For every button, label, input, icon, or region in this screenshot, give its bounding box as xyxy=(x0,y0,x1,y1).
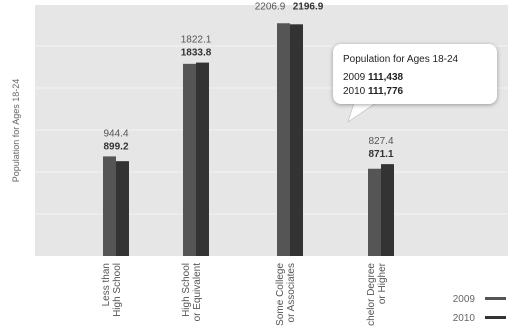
x-tick-label: Bachelor Degree xyxy=(366,263,377,326)
legend-swatch-2009 xyxy=(485,297,506,300)
x-tick-label: High School xyxy=(112,263,123,317)
bar-2010 xyxy=(116,161,129,256)
data-label-2010: 2196.9 xyxy=(293,1,324,12)
bar-2009 xyxy=(368,168,381,256)
chart-tooltip: Population for Ages 18-24 2009 111,438 2… xyxy=(333,44,497,104)
bar-2010 xyxy=(290,24,303,257)
data-label-2010: 899.2 xyxy=(103,141,128,152)
data-label-2009: 1822.1 xyxy=(181,35,212,46)
bar-2010 xyxy=(381,164,394,256)
tooltip-title: Population for Ages 18-24 xyxy=(343,54,459,65)
data-label-2010: 871.1 xyxy=(368,149,393,160)
bar-2009 xyxy=(277,23,290,256)
tooltip-year: 2010 xyxy=(343,86,366,97)
data-label-2009: 944.4 xyxy=(103,128,128,139)
tooltip-value: 111,776 xyxy=(368,86,404,97)
legend-label-2010: 2010 xyxy=(453,313,476,324)
x-tick-label: or Associates xyxy=(286,263,297,322)
x-tick-label: High School xyxy=(181,263,192,317)
y-axis-title: Population for Ages 18-24 xyxy=(11,79,21,183)
data-label-2010: 1833.8 xyxy=(181,48,212,59)
x-tick-label: Some College xyxy=(275,263,286,326)
data-label-2009: 2206.9 xyxy=(255,1,286,12)
tooltip-row-2009: 2009 111,438 xyxy=(343,72,403,83)
x-tick-label: or Equivalent xyxy=(192,263,203,322)
legend-label-2009: 2009 xyxy=(453,294,476,305)
x-tick-label: Less than xyxy=(101,263,112,306)
legend-swatch-2010 xyxy=(485,316,506,319)
tooltip-year: 2009 xyxy=(343,72,366,83)
data-label-2009: 827.4 xyxy=(368,136,393,147)
tooltip-row-2010: 2010 111,776 xyxy=(343,86,403,97)
bar-2009 xyxy=(103,156,116,256)
bar-2009 xyxy=(183,63,196,256)
tooltip-value: 111,438 xyxy=(368,72,404,83)
x-tick-label: or Higher xyxy=(377,262,388,304)
bar-2010 xyxy=(196,62,209,256)
